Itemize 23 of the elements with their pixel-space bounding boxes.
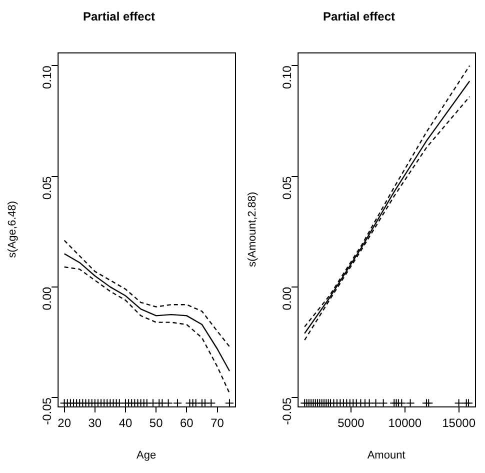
y-tick-label: 0.05 [40,176,54,200]
chart-title: Partial effect [322,10,396,24]
x-tick-label: 10000 [388,416,422,430]
y-axis-title: s(Age,6.48) [6,200,19,258]
y-tick-label: -0.05 [40,397,54,425]
x-axis-title: Age [136,449,156,462]
chart-title: Partial effect [82,10,156,24]
x-tick-label: 20 [58,416,72,430]
y-tick-label: 0.10 [40,65,54,90]
x-tick-label: 60 [180,416,194,430]
x-tick-label: 50 [149,416,164,430]
y-tick-label: 0.10 [280,65,294,90]
y-tick-label: 0.00 [40,286,54,310]
x-tick-label: 40 [118,416,132,430]
y-tick-label: -0.05 [280,397,294,425]
x-axis-title: Amount [367,449,406,462]
y-tick-label: 0.00 [280,286,294,310]
x-tick-label: 15000 [442,416,476,430]
x-tick-label: 30 [88,416,102,430]
y-tick-label: 0.05 [280,176,294,200]
x-tick-label: 70 [210,416,224,430]
x-tick-label: 5000 [338,416,365,430]
y-axis-title: s(Amount,2.88) [246,192,259,267]
